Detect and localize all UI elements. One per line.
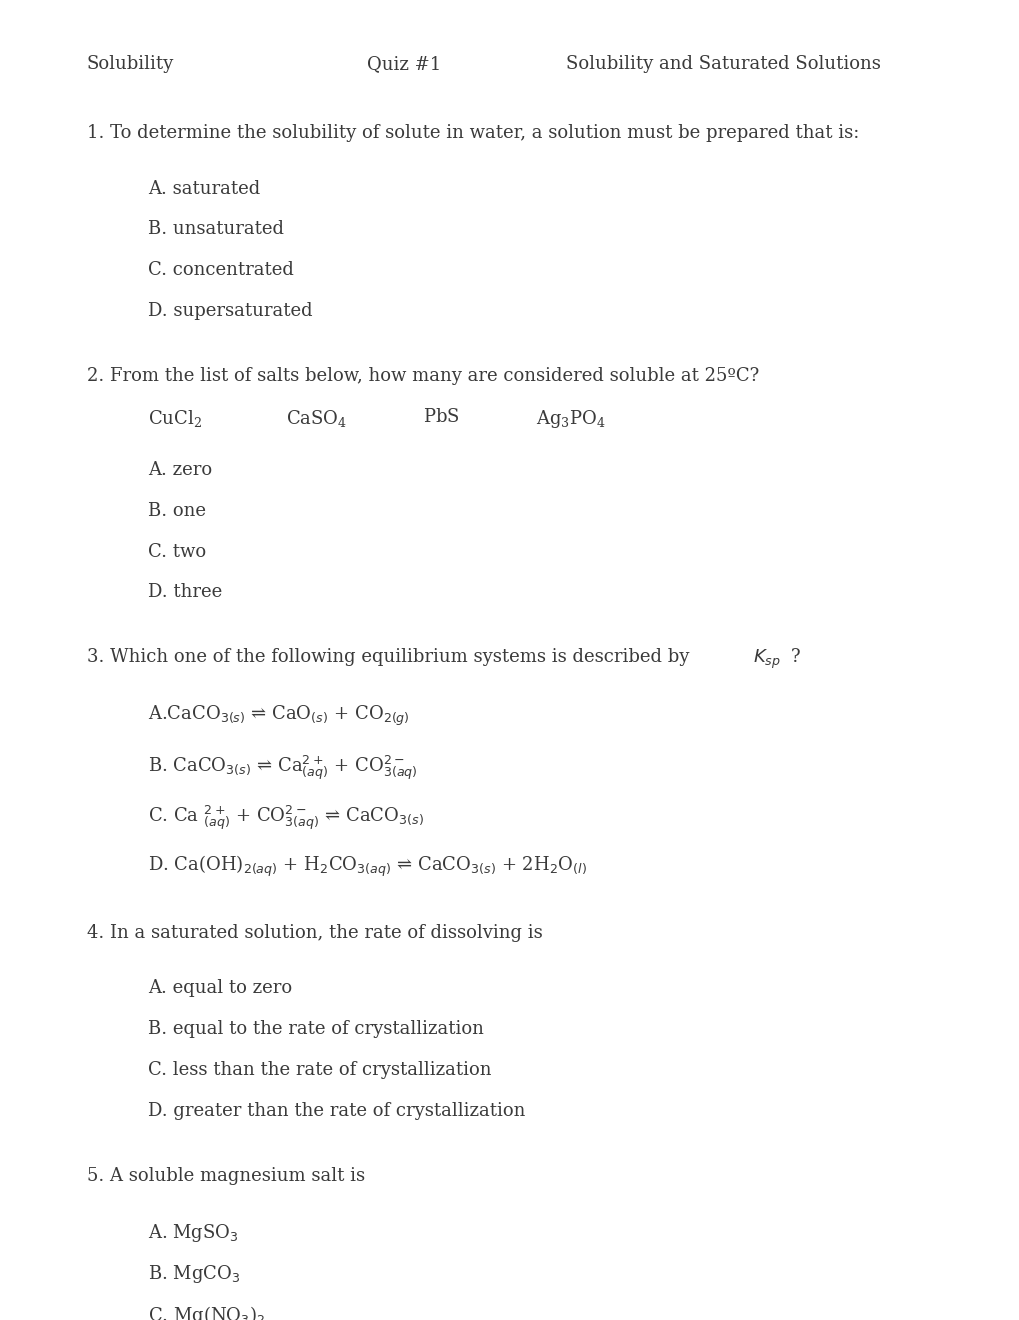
Text: $K_{sp}$: $K_{sp}$ (752, 648, 780, 672)
Text: B. one: B. one (148, 502, 206, 520)
Text: B. unsaturated: B. unsaturated (148, 220, 283, 239)
Text: C. less than the rate of crystallization: C. less than the rate of crystallization (148, 1061, 491, 1080)
Text: C. Ca $^{2+}_{(aq)}$ + CO$^{2-}_{3(aq)}$ ⇌ CaCO$_{3(s)}$: C. Ca $^{2+}_{(aq)}$ + CO$^{2-}_{3(aq)}$… (148, 804, 424, 832)
Text: C. two: C. two (148, 543, 206, 561)
Text: D. greater than the rate of crystallization: D. greater than the rate of crystallizat… (148, 1102, 525, 1121)
Text: B. CaCO$_{3(s)}$ ⇌ Ca$^{2+}_{(aq)}$ + CO$^{2-}_{3(aq)}$: B. CaCO$_{3(s)}$ ⇌ Ca$^{2+}_{(aq)}$ + CO… (148, 754, 417, 781)
Text: B. equal to the rate of crystallization: B. equal to the rate of crystallization (148, 1020, 483, 1039)
Text: Quiz #1: Quiz #1 (367, 55, 441, 74)
Text: $\mathregular{CaSO_4}$: $\mathregular{CaSO_4}$ (285, 408, 346, 429)
Text: Solubility and Saturated Solutions: Solubility and Saturated Solutions (566, 55, 880, 74)
Text: A. MgSO$_3$: A. MgSO$_3$ (148, 1222, 238, 1245)
Text: B. MgCO$_3$: B. MgCO$_3$ (148, 1263, 239, 1286)
Text: $\mathregular{PbS}$: $\mathregular{PbS}$ (423, 408, 460, 426)
Text: Solubility: Solubility (87, 55, 174, 74)
Text: D. Ca(OH)$_{2(aq)}$ + H$_2$CO$_{3(aq)}$ ⇌ CaCO$_{3(s)}$ + 2H$_2$O$_{(l)}$: D. Ca(OH)$_{2(aq)}$ + H$_2$CO$_{3(aq)}$ … (148, 854, 586, 879)
Text: A. zero: A. zero (148, 461, 212, 479)
Text: A.CaCO$_{3(s)}$ ⇌ CaO$_{(s)}$ + CO$_{2(g)}$: A.CaCO$_{3(s)}$ ⇌ CaO$_{(s)}$ + CO$_{2(g… (148, 704, 410, 727)
Text: 5. A soluble magnesium salt is: 5. A soluble magnesium salt is (87, 1167, 365, 1185)
Text: $\mathregular{Ag_3PO_4}$: $\mathregular{Ag_3PO_4}$ (535, 408, 604, 430)
Text: 3. Which one of the following equilibrium systems is described by: 3. Which one of the following equilibriu… (87, 648, 694, 667)
Text: D. supersaturated: D. supersaturated (148, 302, 312, 321)
Text: C. concentrated: C. concentrated (148, 261, 293, 280)
Text: A. saturated: A. saturated (148, 180, 260, 198)
Text: 4. In a saturated solution, the rate of dissolving is: 4. In a saturated solution, the rate of … (87, 924, 542, 942)
Text: C. Mg(NO$_3$)$_2$: C. Mg(NO$_3$)$_2$ (148, 1304, 265, 1320)
Text: 1. To determine the solubility of solute in water, a solution must be prepared t: 1. To determine the solubility of solute… (87, 124, 858, 143)
Text: ?: ? (790, 648, 799, 667)
Text: $\mathregular{CuCl_2}$: $\mathregular{CuCl_2}$ (148, 408, 202, 429)
Text: 2. From the list of salts below, how many are considered soluble at 25ºC?: 2. From the list of salts below, how man… (87, 367, 758, 385)
Text: D. three: D. three (148, 583, 222, 602)
Text: A. equal to zero: A. equal to zero (148, 979, 291, 998)
